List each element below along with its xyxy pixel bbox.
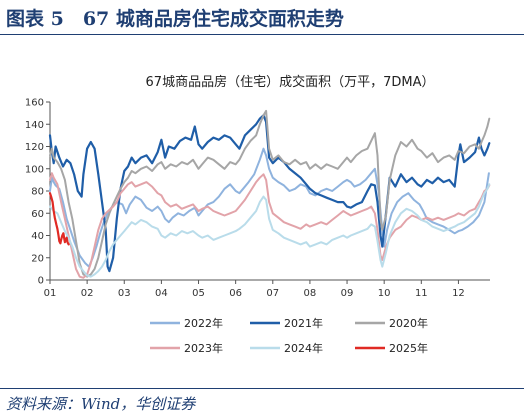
legend-label: 2021年 [284, 316, 323, 330]
legend-label: 2020年 [389, 316, 428, 330]
x-tick-label: 12 [452, 288, 465, 299]
x-tick-label: 07 [266, 288, 279, 299]
x-tick-label: 02 [81, 288, 94, 299]
series-line-3 [49, 109, 491, 278]
x-tick-label: 05 [192, 288, 205, 299]
y-tick-label: 160 [25, 98, 44, 109]
y-tick-label: 40 [31, 231, 44, 242]
y-tick-label: 80 [31, 187, 44, 198]
x-tick-label: 11 [415, 288, 428, 299]
series-line-2 [48, 114, 491, 273]
y-tick-label: 100 [25, 164, 44, 175]
series-line-6 [48, 192, 70, 246]
chart-axes: 0 20 40 60 80 100 120 140 160 01 02 03 04 05 06 07 08 09 1… [25, 98, 490, 299]
x-tick-label: 10 [378, 288, 391, 299]
figure-title: 图表 5 67 城商品房住宅成交面积走势 [6, 8, 344, 30]
x-tick-label: 01 [44, 288, 57, 299]
x-tick-label: 03 [118, 288, 131, 299]
series-line-1 [49, 147, 490, 268]
y-tick-label: 60 [31, 209, 44, 220]
x-tick-label: 09 [341, 288, 354, 299]
line-chart: 67城商品品房（住宅）成交面积（万平，7DMA） 020406080100120… [25, 74, 491, 355]
legend-label: 2023年 [184, 341, 223, 355]
title-rule [0, 34, 524, 35]
bottom-rule [0, 388, 524, 389]
x-tick-label: 04 [155, 288, 168, 299]
legend-label: 2024年 [284, 341, 323, 355]
legend-label: 2022年 [184, 316, 223, 330]
y-tick-label: 120 [25, 142, 44, 153]
legend-label: 2025年 [389, 341, 428, 355]
chart-legend: 2022年 2021年 2020年 2023年 2024年 2025年 [150, 316, 428, 355]
source-note: 资料来源：Wind，华创证券 [6, 395, 196, 413]
chart-lines [48, 109, 491, 279]
y-tick-label: 0 [38, 276, 44, 287]
x-tick-label: 06 [229, 288, 242, 299]
y-tick-label: 20 [31, 253, 44, 264]
x-tick-label: 08 [304, 288, 317, 299]
chart-title: 67城商品品房（住宅）成交面积（万平，7DMA） [146, 74, 435, 90]
series-line-4 [49, 172, 491, 279]
series-line-5 [49, 183, 491, 278]
y-tick-label: 140 [25, 120, 44, 131]
